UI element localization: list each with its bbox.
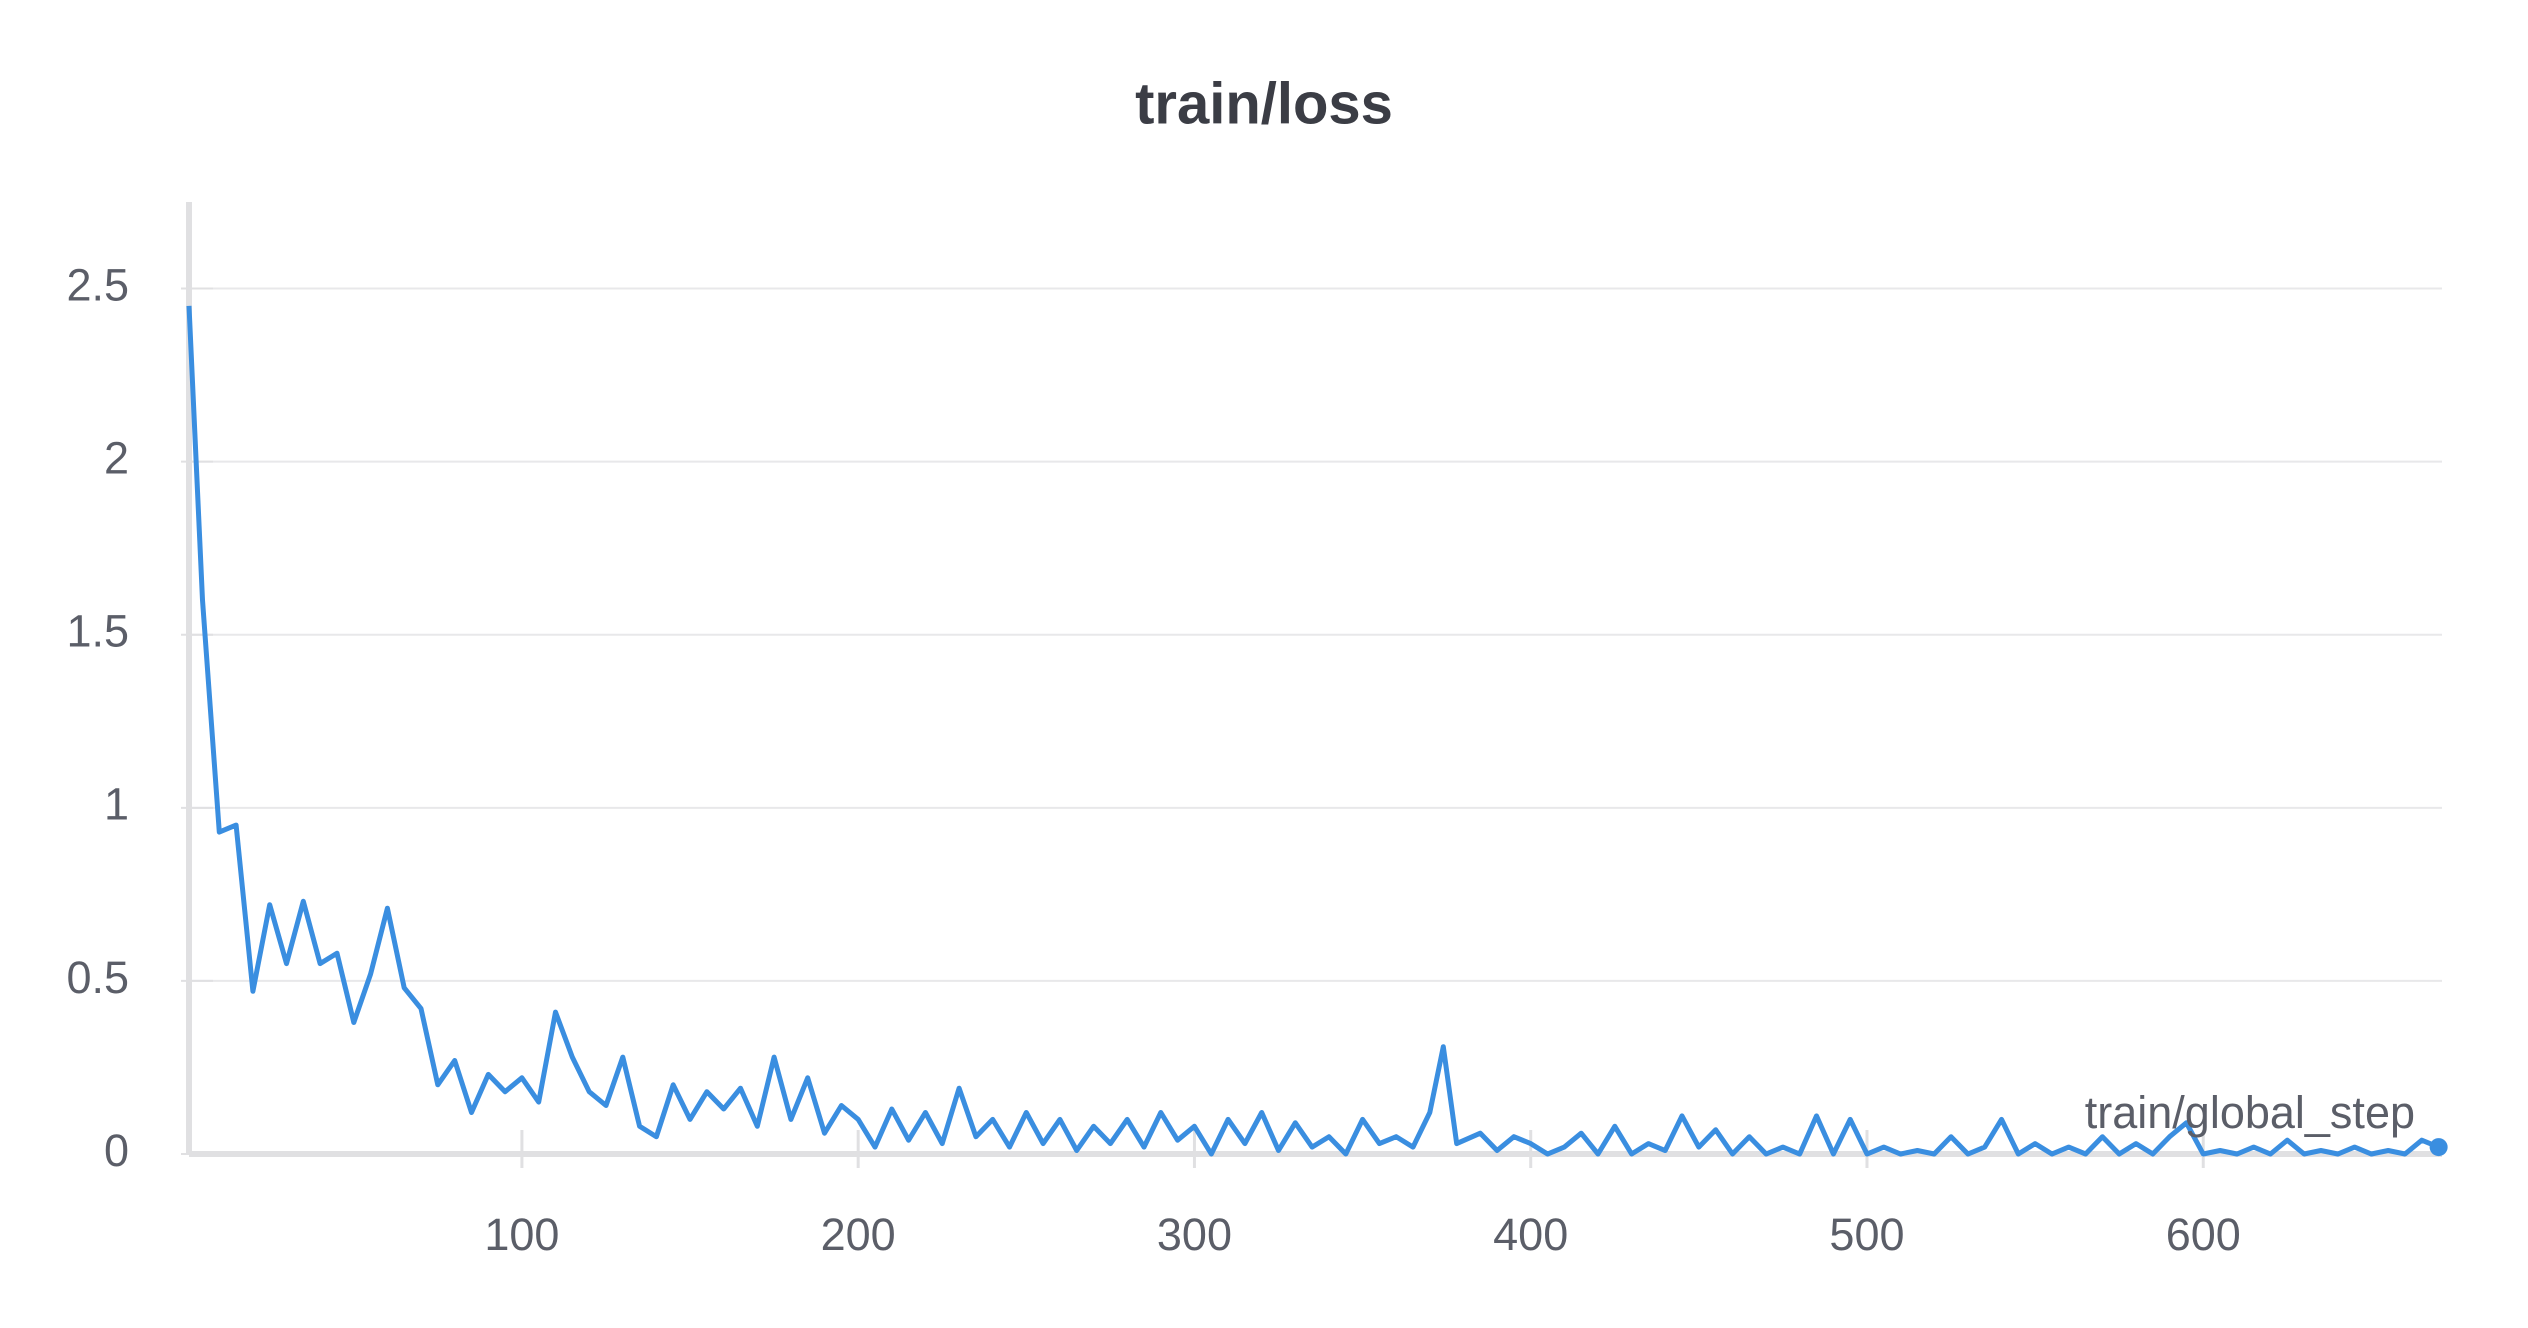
x-axis-label: train/global_step	[2085, 1087, 2415, 1138]
x-tick-label: 600	[2166, 1209, 2241, 1260]
y-tick-label: 2.5	[66, 259, 129, 310]
x-tick-label: 300	[1157, 1209, 1232, 1260]
x-tick-label: 400	[1493, 1209, 1568, 1260]
y-tick-label: 1	[104, 779, 129, 830]
x-tick-label: 500	[1829, 1209, 1904, 1260]
chart-title: train/loss	[1135, 71, 1393, 136]
y-tick-label: 2	[104, 433, 129, 484]
y-tick-label: 0.5	[66, 952, 129, 1003]
y-tick-label: 0	[104, 1125, 129, 1176]
line-series	[186, 305, 2440, 1157]
x-tick-label: 200	[821, 1209, 896, 1260]
y-tick-label: 1.5	[66, 606, 129, 657]
x-tick-label: 100	[484, 1209, 559, 1260]
end-point	[2429, 1138, 2448, 1157]
